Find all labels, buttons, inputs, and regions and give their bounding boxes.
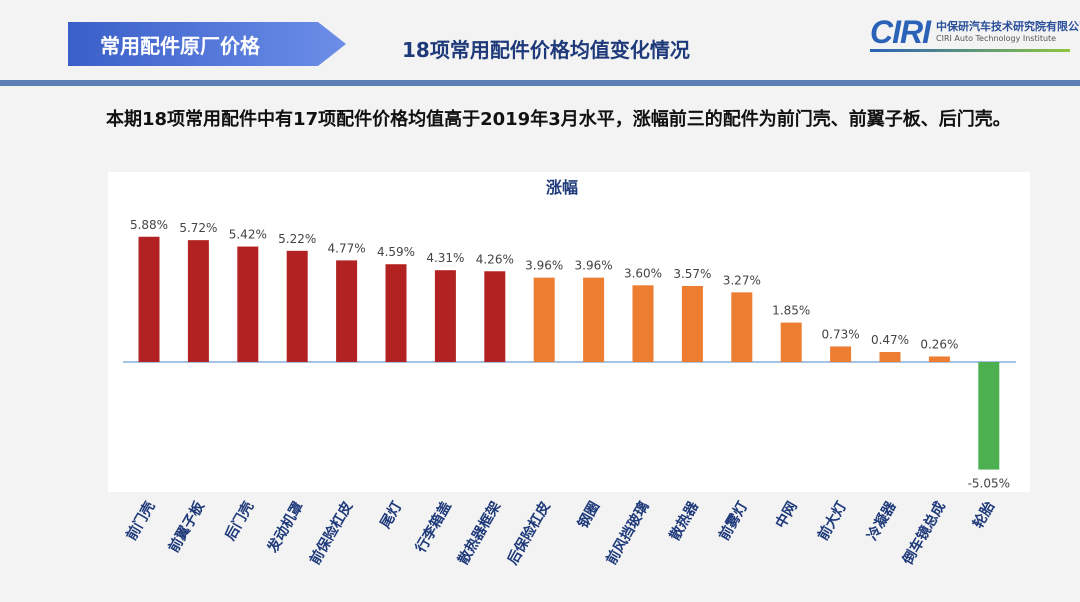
data-label: 4.77% (328, 241, 366, 255)
section-banner (68, 22, 346, 66)
category-label: 散热器框架 (455, 499, 505, 568)
intro-text: 本期18项常用配件中有17项配件价格均值高于2019年3月水平，涨幅前三的配件为… (106, 109, 1011, 130)
logo-cn: 中保研汽车技术研究院有限公司 (936, 20, 1080, 33)
bar-尾灯 (385, 264, 407, 362)
data-label: 5.42% (229, 228, 267, 242)
data-label: -5.05% (968, 477, 1010, 491)
category-label: 前门壳 (123, 499, 159, 544)
logo-en: CIRI Auto Technology Institute (936, 34, 1057, 43)
data-label: 3.60% (624, 266, 662, 280)
bar-轮胎 (978, 362, 1000, 470)
category-label: 前风挡玻璃 (603, 499, 653, 568)
bar-前大灯 (830, 346, 852, 362)
bar-前风挡玻璃 (632, 285, 654, 362)
data-label: 3.96% (525, 259, 563, 273)
logo: CIRI 中保研汽车技术研究院有限公司 CIRI Auto Technology… (870, 14, 1080, 54)
data-label: 4.59% (377, 245, 415, 259)
bar-散热器框架 (484, 271, 506, 362)
bar-前雾灯 (731, 292, 753, 362)
category-label: 前雾灯 (716, 499, 752, 544)
data-label: 3.27% (723, 273, 761, 287)
bar-冷凝器 (879, 351, 901, 362)
data-label: 5.88% (130, 218, 168, 232)
data-label: 0.47% (871, 333, 909, 347)
data-label: 1.85% (772, 304, 810, 318)
chart-area (108, 172, 1030, 492)
data-label: 5.22% (278, 232, 316, 246)
bar-发动机罩 (286, 250, 308, 362)
data-label: 4.26% (476, 252, 514, 266)
bar-前保险杠皮 (336, 260, 358, 362)
category-label: 散热器 (666, 498, 702, 544)
section-label: 常用配件原厂价格 (100, 34, 260, 58)
category-label: 行李箱盖 (412, 499, 455, 557)
data-label: 0.26% (920, 337, 958, 351)
bar-行李箱盖 (434, 270, 456, 362)
bar-前门壳 (138, 236, 160, 362)
data-label: 3.96% (575, 259, 613, 273)
bar-前翼子板 (187, 240, 209, 362)
category-label: 后门壳 (222, 499, 258, 544)
page-title: 18项常用配件价格均值变化情况 (402, 38, 690, 62)
data-label: 4.31% (426, 251, 464, 265)
logo-mark: CIRI (870, 14, 931, 50)
data-label: 5.72% (179, 221, 217, 235)
bar-后保险杠皮 (533, 277, 555, 362)
data-label: 3.57% (673, 267, 711, 281)
category-label: 尾灯 (377, 499, 406, 532)
logo-underline (870, 49, 1070, 52)
data-label: 0.73% (822, 327, 860, 341)
chart-title: 涨幅 (546, 178, 578, 197)
category-label: 前保险杠皮 (306, 499, 356, 568)
category-label: 前大灯 (814, 499, 850, 544)
bar-散热器 (681, 285, 703, 362)
bar-钢圈 (583, 277, 605, 362)
bar-后门壳 (237, 246, 259, 362)
category-label: 后保险杠皮 (504, 499, 554, 568)
category-label: 钢圈 (574, 499, 603, 532)
category-label: 前翼子板 (165, 498, 208, 556)
bar-中网 (780, 322, 802, 362)
category-label: 轮胎 (970, 499, 999, 532)
category-label: 中网 (772, 499, 801, 532)
category-label: 冷凝器 (864, 498, 900, 544)
bar-倒车镜总成 (928, 356, 950, 362)
category-label: 倒车镜总成 (899, 499, 949, 569)
header-divider (0, 80, 1080, 86)
category-label: 发动机罩 (263, 499, 306, 557)
